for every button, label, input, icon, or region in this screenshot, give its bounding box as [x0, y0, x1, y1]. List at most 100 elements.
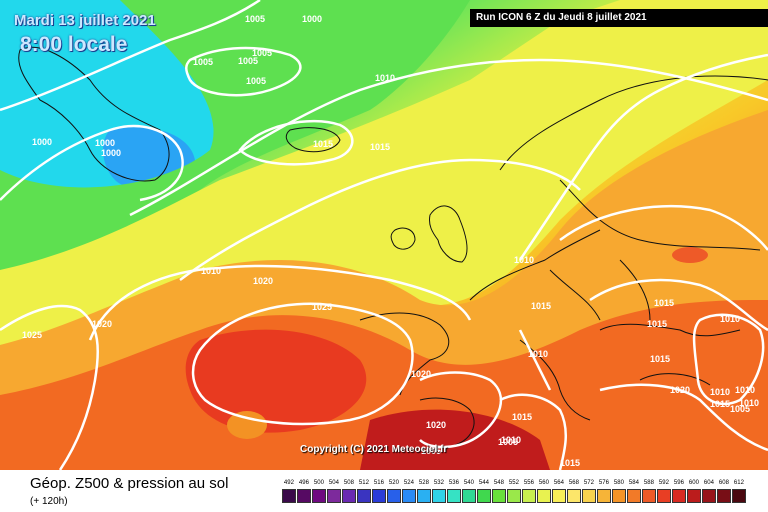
scale-swatch [477, 489, 491, 503]
scale-value: 552 [508, 480, 519, 486]
isobar-label: 1025 [312, 302, 332, 312]
scale-value: 504 [328, 480, 339, 486]
scale-swatch [567, 489, 581, 503]
scale-value: 584 [628, 480, 639, 486]
color-scale: 492 496 500 504 508 512 516 520 524 528 532 536 540 5… [282, 476, 752, 506]
scale-value: 592 [658, 480, 669, 486]
isobar-label: 1010 [720, 314, 740, 324]
yellow-band [0, 0, 768, 345]
isobar-label: 1010 [528, 349, 548, 359]
isobar-label: 1020 [426, 420, 446, 430]
coastlines [18, 46, 768, 446]
isobar-label: 1000 [101, 148, 121, 158]
isobar-label: 1020 [670, 385, 690, 395]
isobar-label: 1010 [710, 387, 730, 397]
isobar-label: 1005 [421, 446, 441, 456]
scale-value: 604 [703, 480, 714, 486]
isobar-label: 1005 [498, 437, 518, 447]
scale-swatch [687, 489, 701, 503]
scale-value: 612 [733, 480, 744, 486]
scale-value: 528 [418, 480, 429, 486]
scale-swatch [552, 489, 566, 503]
scale-swatch [372, 489, 386, 503]
isobar-label: 1015 [313, 139, 333, 149]
red-band [0, 300, 768, 470]
isobar-labels: 1005 1000 1005 1005 1005 1005 1000 1000 … [22, 14, 759, 468]
isobar-label: 1005 [238, 56, 258, 66]
scale-value: 496 [298, 480, 309, 486]
scale-swatch [492, 489, 506, 503]
scale-value: 544 [478, 480, 489, 486]
scale-swatch [582, 489, 596, 503]
scale-swatch [657, 489, 671, 503]
scale-value: 600 [688, 480, 699, 486]
isobar-label: 1015 [650, 354, 670, 364]
forecast-date: Mardi 13 juillet 2021 [14, 12, 156, 29]
scale-swatch [312, 489, 326, 503]
isobar-label: 1000 [32, 137, 52, 147]
scale-swatch [342, 489, 356, 503]
deep-red-zone [185, 329, 367, 433]
scale-swatch [327, 489, 341, 503]
warm-spot-east [672, 247, 708, 263]
scale-swatch [432, 489, 446, 503]
isobar-label: 1015 [531, 301, 551, 311]
isobar-label: 1010 [739, 398, 759, 408]
scale-value: 580 [613, 480, 624, 486]
isobar-label: 1010 [735, 385, 755, 395]
scale-value: 492 [283, 480, 294, 486]
isobar-label: 1015 [654, 298, 674, 308]
model-run-label: Run ICON 6 Z du Jeudi 8 juillet 2021 [470, 9, 768, 27]
scale-value: 500 [313, 480, 324, 486]
scale-swatch [522, 489, 536, 503]
isobar-label: 1000 [95, 138, 115, 148]
scale-swatch [732, 489, 746, 503]
isobar-label: 1020 [253, 276, 273, 286]
scale-value: 508 [343, 480, 354, 486]
isobar-label: 1015 [370, 142, 390, 152]
scale-value: 572 [583, 480, 594, 486]
scale-swatch [537, 489, 551, 503]
forecast-map: 1005 1000 1005 1005 1005 1005 1000 1000 … [0, 0, 768, 470]
isobar-label: 1005 [246, 76, 266, 86]
scale-value: 540 [463, 480, 474, 486]
scale-value: 524 [403, 480, 414, 486]
scale-swatch [402, 489, 416, 503]
scale-swatch [282, 489, 296, 503]
scale-value: 532 [433, 480, 444, 486]
isobar-label: 1010 [201, 266, 221, 276]
scale-value: 548 [493, 480, 504, 486]
scale-swatch [642, 489, 656, 503]
scale-value: 568 [568, 480, 579, 486]
scale-swatch [627, 489, 641, 503]
scale-value: 536 [448, 480, 459, 486]
isobar-label: 1015 [560, 458, 580, 468]
scale-swatch [702, 489, 716, 503]
isobar-label: 1010 [375, 73, 395, 83]
isobar-label: 1005 [730, 404, 750, 414]
isobar-label: 1025 [22, 330, 42, 340]
scale-value: 564 [553, 480, 564, 486]
isobar-label: 1015 [647, 319, 667, 329]
scale-swatch [717, 489, 731, 503]
scale-swatch [612, 489, 626, 503]
isobar-label: 1000 [302, 14, 322, 24]
scale-value: 512 [358, 480, 369, 486]
scale-swatch [447, 489, 461, 503]
scale-swatch [357, 489, 371, 503]
hot-spot [227, 411, 267, 439]
scale-value: 608 [718, 480, 729, 486]
isobar-label: 1015 [710, 399, 730, 409]
scale-swatch [387, 489, 401, 503]
scale-swatch [672, 489, 686, 503]
scale-swatch [297, 489, 311, 503]
scale-value: 596 [673, 480, 684, 486]
forecast-time: 8:00 locale [20, 33, 128, 56]
scale-swatch [507, 489, 521, 503]
scale-value: 516 [373, 480, 384, 486]
scale-value: 556 [523, 480, 534, 486]
scale-swatch [462, 489, 476, 503]
isobar-label: 1005 [252, 48, 272, 58]
isobar-label: 1015 [512, 412, 532, 422]
